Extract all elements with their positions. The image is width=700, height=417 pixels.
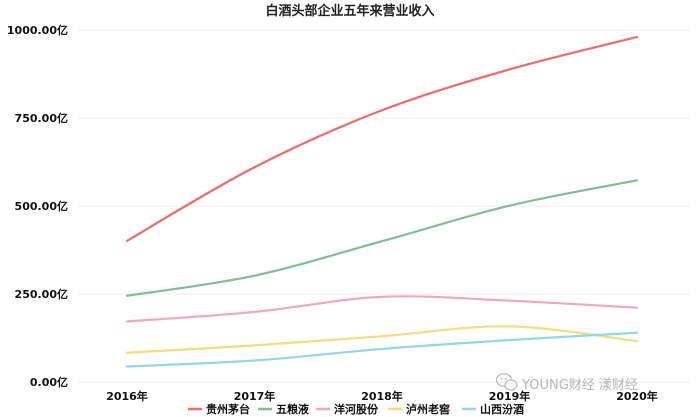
legend-label: 洋河股份 bbox=[334, 402, 379, 416]
y-axis-ticks: 0.00亿 250.00亿 500.00亿 750.00亿 1000.00亿 bbox=[7, 23, 68, 389]
legend-label: 山西汾酒 bbox=[480, 402, 524, 416]
legend-item[interactable]: 泸州老窖 bbox=[388, 402, 450, 416]
x-tick-label: 2019年 bbox=[489, 389, 531, 403]
legend-label: 五粮液 bbox=[276, 402, 310, 416]
series-line-5 bbox=[125, 331, 639, 368]
watermark: YOUNG财经 漾财经 bbox=[495, 373, 638, 393]
x-tick-label: 2017年 bbox=[234, 389, 276, 403]
legend-label: 贵州茅台 bbox=[206, 402, 250, 416]
legend-item[interactable]: 洋河股份 bbox=[316, 402, 379, 416]
series-line-3 bbox=[125, 295, 639, 323]
series-line-2 bbox=[125, 179, 639, 297]
x-tick-label: 2020年 bbox=[616, 389, 658, 403]
wechat-icon bbox=[495, 373, 518, 391]
series-layer bbox=[125, 35, 639, 368]
y-tick-label: 0.00亿 bbox=[30, 375, 68, 389]
x-tick-label: 2018年 bbox=[361, 389, 403, 403]
y-tick-label: 250.00亿 bbox=[15, 287, 68, 301]
x-axis-ticks: 2016年 2017年 2018年 2019年 2020年 bbox=[106, 389, 658, 403]
x-tick-label: 2016年 bbox=[106, 389, 148, 403]
y-tick-label: 1000.00亿 bbox=[7, 23, 68, 37]
legend-item[interactable]: 贵州茅台 bbox=[188, 402, 250, 416]
legend: 贵州茅台 五粮液 洋河股份 泸州老窖 山西汾酒 bbox=[188, 402, 524, 416]
y-tick-label: 500.00亿 bbox=[15, 199, 68, 213]
y-tick-label: 750.00亿 bbox=[15, 111, 68, 125]
legend-item[interactable]: 五粮液 bbox=[258, 402, 310, 416]
series-line-4 bbox=[125, 325, 639, 354]
series-line-1 bbox=[125, 35, 639, 242]
chart-title: 白酒头部企业五年来营业收入 bbox=[265, 3, 434, 19]
legend-item[interactable]: 山西汾酒 bbox=[462, 402, 524, 416]
watermark-text: YOUNG财经 漾财经 bbox=[521, 378, 638, 393]
legend-label: 泸州老窖 bbox=[406, 402, 450, 416]
grid-layer bbox=[78, 29, 690, 383]
